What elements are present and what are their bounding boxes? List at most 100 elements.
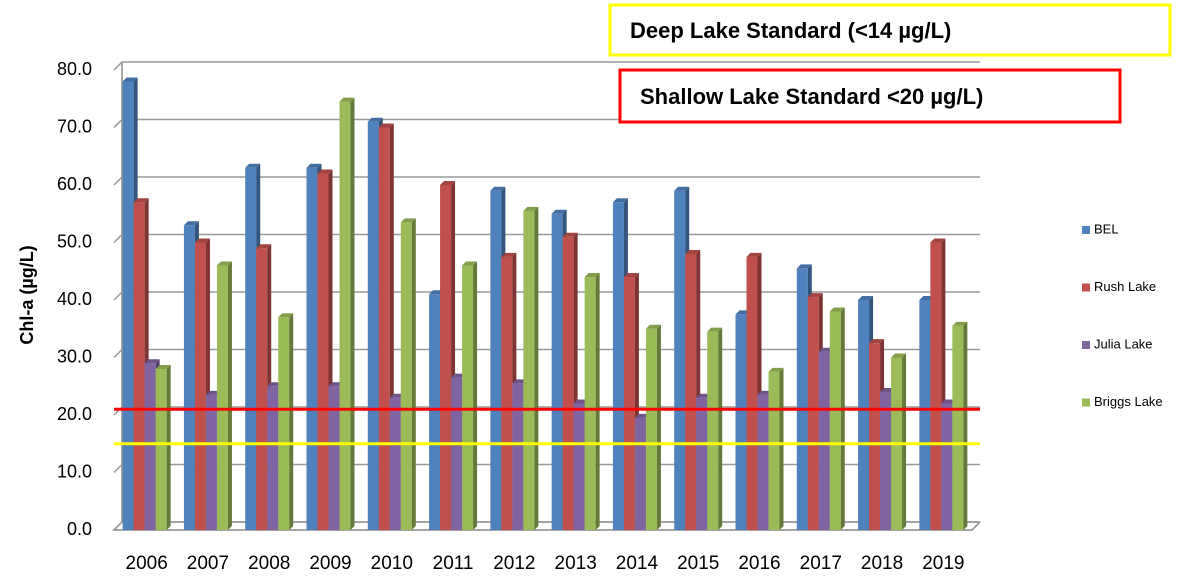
bar-face xyxy=(707,331,719,530)
bar-face xyxy=(523,210,535,530)
x-tick-label: 2019 xyxy=(922,553,964,574)
bar-face xyxy=(122,77,138,82)
bar-face xyxy=(245,167,257,530)
bar-face xyxy=(768,371,780,530)
legend-swatch xyxy=(1082,283,1090,292)
bar xyxy=(278,313,294,530)
y-tick-label: 40.0 xyxy=(57,289,92,309)
bar-face xyxy=(930,242,942,530)
bar-face xyxy=(768,367,784,372)
bar-face xyxy=(612,198,628,203)
bar-face xyxy=(429,294,441,530)
bar-face xyxy=(400,222,412,530)
bar-face xyxy=(746,256,758,530)
bar-face xyxy=(339,101,351,530)
bar-face xyxy=(685,254,697,530)
bar-face xyxy=(807,293,823,298)
bar-face xyxy=(919,300,931,530)
annotation-text: Deep Lake Standard (<14 µg/L) xyxy=(630,18,951,43)
bar-face xyxy=(952,325,964,530)
x-tick-label: 2012 xyxy=(493,553,535,574)
bar-face xyxy=(501,252,517,257)
legend-label: Briggs Lake xyxy=(1094,394,1163,409)
annotation-box xyxy=(618,68,1122,124)
bar xyxy=(523,206,539,530)
x-tick-label: 2014 xyxy=(616,553,659,574)
bar-face xyxy=(869,343,881,530)
y-axis-label: Chl-a (µg/L) xyxy=(17,245,37,344)
y-tick-label: 70.0 xyxy=(57,116,92,136)
bar-face xyxy=(205,394,217,530)
bar-face xyxy=(718,327,723,530)
y-tick-label: 50.0 xyxy=(57,231,92,251)
bar-face xyxy=(707,327,723,332)
bar-face xyxy=(462,265,474,530)
legend-swatch xyxy=(1082,226,1090,234)
annotation-text: Shallow Lake Standard <20 µg/L) xyxy=(640,84,983,109)
bar-face xyxy=(350,97,355,530)
grid-line xyxy=(113,463,980,474)
bar-face xyxy=(551,213,563,530)
bar-face xyxy=(194,242,206,530)
bar-face xyxy=(367,121,379,530)
grid-line xyxy=(113,348,980,359)
bar-face xyxy=(941,403,953,530)
bar xyxy=(216,261,232,530)
bar-face xyxy=(696,397,708,530)
bar-face xyxy=(858,300,870,530)
bar-face xyxy=(278,317,290,530)
x-tick-label: 2018 xyxy=(861,553,903,574)
bar-face xyxy=(523,206,539,211)
bar xyxy=(462,261,478,530)
bar-face xyxy=(869,339,885,344)
bar-face xyxy=(317,173,329,530)
bar-face xyxy=(829,311,841,530)
x-tick-label: 2006 xyxy=(126,553,168,574)
bar-face xyxy=(440,181,456,185)
bar-face xyxy=(378,123,394,128)
x-tick-label: 2011 xyxy=(433,553,474,574)
legend-label: Julia Lake xyxy=(1094,336,1153,351)
legend-label: BEL xyxy=(1094,221,1119,236)
bar-face xyxy=(779,367,784,530)
bar-face xyxy=(122,81,134,530)
bar-face xyxy=(289,313,294,530)
bar-face xyxy=(256,244,272,249)
bar xyxy=(155,365,171,530)
y-tick-label: 80.0 xyxy=(57,59,92,79)
bar-face xyxy=(440,185,452,530)
grid-line xyxy=(113,176,980,186)
grid-line xyxy=(113,521,980,531)
y-tick-label: 10.0 xyxy=(57,461,92,481)
bar xyxy=(707,327,723,530)
bar-face xyxy=(216,261,232,266)
x-tick-label: 2015 xyxy=(677,553,719,574)
bar-face xyxy=(306,167,318,530)
bar-face xyxy=(880,392,892,530)
grid-line xyxy=(113,233,980,244)
bar-face xyxy=(645,324,661,329)
bar xyxy=(891,353,907,530)
bar-face xyxy=(378,127,390,530)
bar xyxy=(829,307,845,530)
bar xyxy=(768,367,784,530)
bar-face xyxy=(328,386,340,530)
bar-face xyxy=(829,307,845,312)
bar-face xyxy=(400,218,416,223)
bar-face xyxy=(267,386,279,530)
bar-face xyxy=(858,296,874,300)
bar-face xyxy=(389,397,401,530)
bar-face xyxy=(490,190,502,530)
bar xyxy=(339,97,355,530)
bar-face xyxy=(306,163,322,168)
bar-face xyxy=(685,250,701,254)
bar-face xyxy=(534,206,539,530)
bar-face xyxy=(194,238,210,243)
bar-face xyxy=(645,328,657,530)
bar-face xyxy=(584,273,600,277)
bar-face xyxy=(623,277,635,530)
bar-face xyxy=(451,377,463,530)
legend-swatch xyxy=(1082,398,1090,407)
bar-face xyxy=(656,324,661,530)
